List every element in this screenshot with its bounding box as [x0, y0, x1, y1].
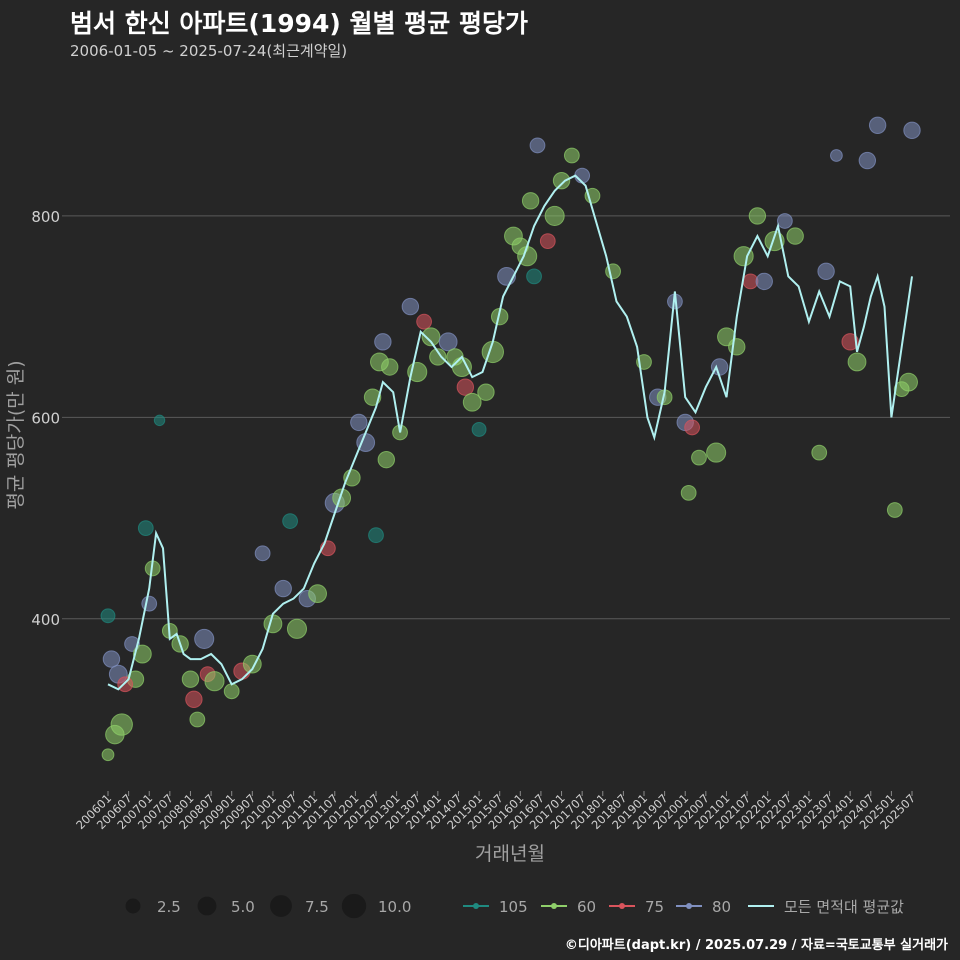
data-point — [101, 748, 115, 762]
data-point — [680, 484, 697, 501]
data-points — [100, 116, 921, 762]
data-point — [858, 151, 877, 170]
data-point — [350, 413, 368, 432]
data-point — [748, 207, 767, 225]
data-point — [185, 690, 203, 709]
legend-dot-key — [619, 903, 625, 909]
data-point — [451, 356, 472, 378]
data-point — [903, 121, 921, 140]
legend-size-label: 10.0 — [378, 898, 411, 916]
legend-dot-key — [551, 903, 557, 909]
data-point — [110, 713, 133, 736]
legend-dot-key — [473, 903, 479, 909]
data-point — [117, 676, 134, 693]
data-point — [733, 246, 754, 267]
data-point — [374, 333, 392, 351]
data-point — [204, 671, 225, 692]
data-point — [282, 513, 298, 529]
data-point — [137, 520, 154, 537]
data-point — [462, 392, 482, 412]
legend-series-label: 105 — [499, 898, 528, 916]
legend-series-label: 모든 면적대 평균값 — [784, 898, 904, 916]
data-point — [274, 579, 292, 598]
data-point — [421, 327, 441, 347]
legend-size-label: 2.5 — [157, 898, 181, 916]
y-tick-label: 600 — [31, 409, 60, 427]
data-point — [786, 227, 804, 245]
data-point — [401, 297, 420, 316]
data-point — [194, 628, 215, 649]
chart-subtitle: 2006-01-05 ~ 2025-07-24(최근계약일) — [70, 42, 348, 60]
legend-series-label: 75 — [645, 898, 664, 916]
y-tick-label: 400 — [31, 611, 60, 629]
grid-lines — [62, 215, 950, 620]
data-point — [416, 313, 432, 330]
data-point — [776, 213, 793, 229]
legend-size-key — [197, 896, 217, 916]
data-point — [706, 442, 727, 463]
data-point — [728, 338, 746, 356]
data-point — [868, 116, 887, 134]
data-point — [102, 650, 121, 668]
data-point — [817, 262, 835, 281]
data-point — [691, 449, 707, 466]
data-point — [755, 272, 773, 291]
legend-size-key — [270, 895, 292, 917]
data-point — [132, 644, 152, 664]
data-point — [286, 618, 308, 639]
data-point — [477, 383, 495, 401]
data-point — [456, 378, 475, 396]
data-point — [189, 711, 206, 728]
data-point — [100, 608, 116, 624]
data-point — [544, 205, 565, 226]
legend-size-label: 5.0 — [231, 898, 255, 916]
data-point — [181, 670, 200, 688]
x-tick-labels: 2006012006072007012007072008012008072009… — [73, 791, 918, 832]
legend-size-key — [125, 898, 141, 914]
data-point — [263, 614, 283, 634]
data-point — [438, 332, 458, 352]
legend: 2.5 5.0 7.5 10.0 105 60 75 80 모든 면적대 평균값 — [125, 893, 904, 919]
y-tick-labels: 400 600 800 — [31, 208, 60, 629]
data-point — [526, 268, 542, 285]
legend-series-label: 80 — [712, 898, 731, 916]
legend-series-label: 60 — [577, 898, 596, 916]
data-point — [841, 333, 859, 351]
legend-size-key — [341, 893, 367, 919]
data-point — [899, 372, 918, 392]
legend-size-label: 7.5 — [305, 898, 329, 916]
data-point — [684, 419, 700, 436]
x-axis-label: 거래년월 — [475, 843, 545, 865]
y-tick-label: 800 — [31, 208, 60, 226]
data-point — [153, 414, 166, 427]
data-point — [811, 444, 828, 461]
data-point — [563, 147, 580, 164]
y-axis-label: 평균 평당가(만 원) — [5, 360, 27, 509]
data-point — [886, 502, 903, 518]
data-point — [847, 352, 867, 372]
data-point — [529, 137, 546, 154]
data-point — [381, 358, 399, 376]
data-point — [377, 450, 396, 469]
data-point — [223, 683, 240, 700]
data-point — [368, 527, 384, 544]
data-point — [308, 584, 327, 604]
average-line-layer — [107, 174, 913, 691]
data-point — [539, 233, 556, 250]
data-point — [332, 488, 352, 508]
data-point — [552, 171, 571, 190]
data-point — [254, 545, 271, 562]
data-point — [521, 192, 540, 210]
chart-title: 범서 한신 아파트(1994) 월별 평균 평당가 — [70, 9, 528, 38]
legend-dot-key — [686, 903, 692, 909]
data-point — [574, 167, 591, 184]
footer-credit: ©디아파트(dapt.kr) / 2025.07.29 / 자료=국토교통부 실… — [564, 938, 948, 953]
data-point — [429, 348, 447, 366]
data-point — [471, 421, 487, 437]
data-point — [830, 149, 843, 162]
average-line — [107, 174, 913, 691]
